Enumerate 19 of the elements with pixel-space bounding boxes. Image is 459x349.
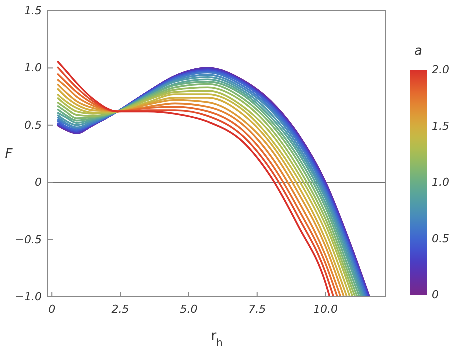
x-tick-label: 0 xyxy=(48,302,56,316)
y-tick-label: 0.5 xyxy=(24,118,42,132)
x-tick-label: 10.0 xyxy=(314,302,338,316)
x-tick-label: 5.0 xyxy=(180,302,198,316)
y-axis-title: F xyxy=(5,147,14,162)
x-tick-label: 7.5 xyxy=(248,302,266,316)
legend-title: a xyxy=(414,44,423,59)
y-tick-label: −1.0 xyxy=(15,290,42,304)
color-bar-label: 0.5 xyxy=(432,232,450,246)
y-tick-label: −0.5 xyxy=(15,233,42,246)
color-bar-label: 1.5 xyxy=(432,120,450,133)
y-tick-label: 1.5 xyxy=(24,4,42,18)
color-bar-label: 0 xyxy=(432,288,439,302)
x-axis-title: r$_{h}$ xyxy=(211,329,223,348)
y-tick-label: 0 xyxy=(35,176,42,190)
color-bar-label: 2.0 xyxy=(432,64,450,77)
color-bar-label: 1.0 xyxy=(432,176,450,190)
y-tick-label: 1.0 xyxy=(24,62,42,75)
x-tick-label: 2.5 xyxy=(112,302,130,316)
